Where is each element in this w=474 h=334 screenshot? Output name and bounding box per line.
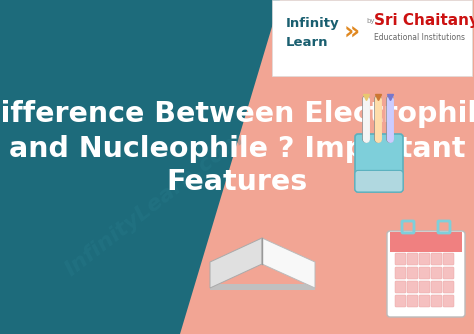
FancyBboxPatch shape bbox=[355, 170, 403, 192]
Polygon shape bbox=[262, 238, 315, 288]
FancyBboxPatch shape bbox=[419, 253, 430, 265]
Text: »: » bbox=[344, 21, 360, 45]
FancyBboxPatch shape bbox=[407, 295, 418, 307]
FancyBboxPatch shape bbox=[395, 281, 406, 293]
Polygon shape bbox=[210, 284, 315, 290]
FancyBboxPatch shape bbox=[431, 267, 442, 279]
Bar bbox=[390, 232, 462, 252]
FancyBboxPatch shape bbox=[355, 134, 403, 192]
FancyBboxPatch shape bbox=[443, 281, 454, 293]
FancyBboxPatch shape bbox=[407, 267, 418, 279]
Text: and Nucleophile ? Important: and Nucleophile ? Important bbox=[9, 135, 465, 163]
Text: by: by bbox=[366, 18, 374, 24]
FancyBboxPatch shape bbox=[443, 267, 454, 279]
Polygon shape bbox=[210, 238, 262, 288]
Text: Learn: Learn bbox=[286, 35, 328, 48]
FancyBboxPatch shape bbox=[443, 295, 454, 307]
FancyBboxPatch shape bbox=[419, 295, 430, 307]
Text: Infinity: Infinity bbox=[286, 17, 340, 30]
FancyBboxPatch shape bbox=[272, 0, 472, 76]
FancyBboxPatch shape bbox=[431, 253, 442, 265]
FancyBboxPatch shape bbox=[395, 295, 406, 307]
FancyBboxPatch shape bbox=[431, 295, 442, 307]
Text: Sri Chaitanya: Sri Chaitanya bbox=[374, 13, 474, 28]
Text: InfinityLearn.com: InfinityLearn.com bbox=[62, 128, 248, 280]
Text: Difference Between Electrophile: Difference Between Electrophile bbox=[0, 100, 474, 128]
FancyBboxPatch shape bbox=[395, 267, 406, 279]
FancyBboxPatch shape bbox=[419, 267, 430, 279]
FancyBboxPatch shape bbox=[407, 281, 418, 293]
FancyBboxPatch shape bbox=[443, 253, 454, 265]
Text: Educational Institutions: Educational Institutions bbox=[374, 33, 465, 42]
Text: Features: Features bbox=[166, 168, 308, 196]
FancyBboxPatch shape bbox=[419, 281, 430, 293]
FancyBboxPatch shape bbox=[387, 231, 465, 317]
FancyBboxPatch shape bbox=[407, 253, 418, 265]
Polygon shape bbox=[180, 0, 474, 334]
FancyBboxPatch shape bbox=[395, 253, 406, 265]
FancyBboxPatch shape bbox=[431, 281, 442, 293]
